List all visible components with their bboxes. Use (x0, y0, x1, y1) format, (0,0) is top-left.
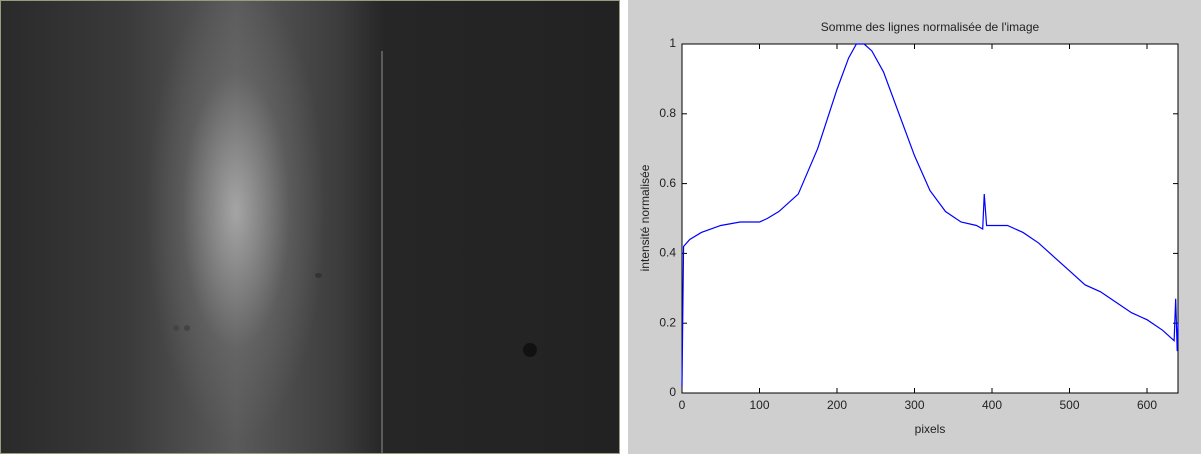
y-tick-label: 0.8 (659, 106, 676, 120)
spot (173, 325, 179, 331)
y-tick-label: 0 (669, 385, 676, 399)
plot-area (681, 43, 1179, 394)
data-line (681, 43, 1179, 387)
x-tick-label: 300 (904, 398, 924, 412)
x-tick-label: 400 (982, 398, 1002, 412)
x-tick-label: 0 (679, 398, 686, 412)
x-tick-label: 100 (749, 398, 769, 412)
spot (315, 273, 322, 278)
y-tick-label: 0.2 (659, 315, 676, 329)
x-axis-label: pixels (915, 422, 946, 436)
y-tick-label: 0.4 (659, 246, 676, 260)
x-tick-label: 600 (1137, 398, 1157, 412)
chart: Somme des lignes normalisée de l'image p… (628, 0, 1201, 454)
y-axis-label: intensité normalisée (638, 164, 652, 271)
camera-image (0, 0, 620, 454)
chart-title: Somme des lignes normalisée de l'image (821, 20, 1040, 34)
y-tick-label: 0.6 (659, 176, 676, 190)
streak (381, 51, 383, 453)
x-tick-label: 500 (1059, 398, 1079, 412)
y-tick-label: 1 (669, 36, 676, 50)
spot (184, 325, 190, 331)
x-tick-label: 200 (827, 398, 847, 412)
spot (523, 343, 537, 357)
